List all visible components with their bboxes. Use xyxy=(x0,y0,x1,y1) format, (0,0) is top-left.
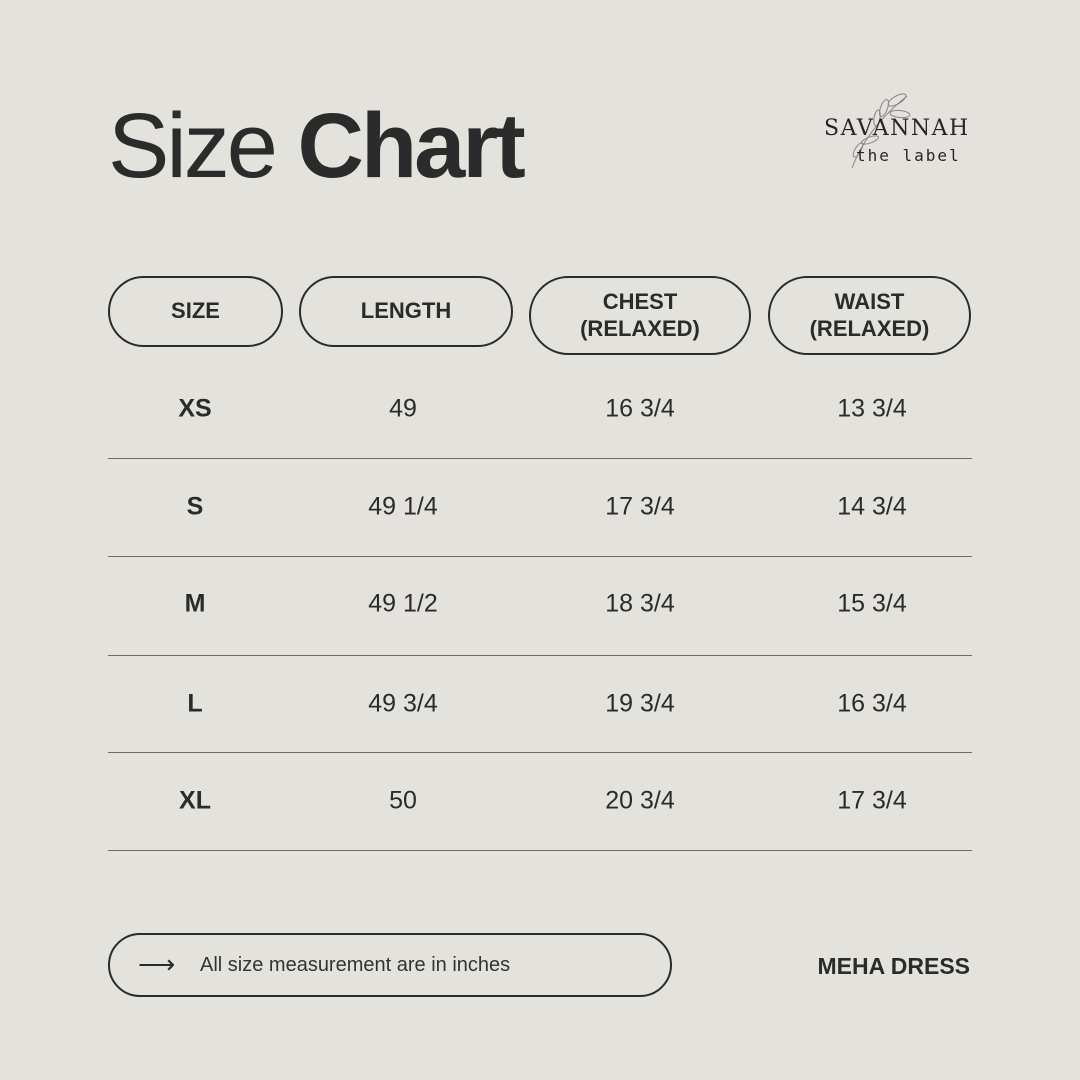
logo-name: SAVANNAH xyxy=(824,116,970,141)
arrow-right-icon: ⟶ xyxy=(138,949,176,979)
cell-chest: 18 3/4 xyxy=(605,589,675,618)
brand-logo: SAVANNAH the label xyxy=(822,88,997,173)
cell-length: 49 1/2 xyxy=(368,589,438,618)
note-text: All size measurement are in inches xyxy=(200,954,511,976)
cell-chest: 16 3/4 xyxy=(605,394,675,423)
cell-length: 50 xyxy=(389,786,417,815)
cell-size: S xyxy=(186,492,204,521)
product-name: MEHA DRESS xyxy=(817,953,971,979)
cell-waist: 15 3/4 xyxy=(837,589,907,618)
row-divider xyxy=(108,850,972,851)
cell-size: XS xyxy=(178,394,212,423)
logo-subtitle: the label xyxy=(856,146,961,165)
cell-size: XL xyxy=(179,786,211,815)
row-divider xyxy=(108,458,972,459)
cell-waist: 14 3/4 xyxy=(837,492,907,521)
cell-size: L xyxy=(187,689,203,718)
cell-length: 49 3/4 xyxy=(368,689,438,718)
cell-size: M xyxy=(184,589,206,618)
cell-chest: 20 3/4 xyxy=(605,786,675,815)
header-chest: CHEST (RELAXED) xyxy=(529,276,751,355)
row-divider xyxy=(108,556,972,557)
row-divider xyxy=(108,752,972,753)
cell-length: 49 xyxy=(389,394,417,423)
cell-chest: 19 3/4 xyxy=(605,689,675,718)
header-length: LENGTH xyxy=(299,276,513,347)
cell-waist: 16 3/4 xyxy=(837,689,907,718)
measurement-note: ⟶ All size measurement are in inches xyxy=(108,933,672,997)
page-title: Size Chart xyxy=(108,100,526,192)
cell-length: 49 1/4 xyxy=(368,492,438,521)
leaf-branch-icon xyxy=(851,93,911,169)
row-divider xyxy=(108,655,972,656)
cell-waist: 17 3/4 xyxy=(837,786,907,815)
title-bold: Chart xyxy=(297,95,526,197)
title-light: Size xyxy=(108,95,278,197)
cell-chest: 17 3/4 xyxy=(605,492,675,521)
header-waist: WAIST (RELAXED) xyxy=(768,276,971,355)
cell-waist: 13 3/4 xyxy=(837,394,907,423)
header-size: SIZE xyxy=(108,276,283,347)
